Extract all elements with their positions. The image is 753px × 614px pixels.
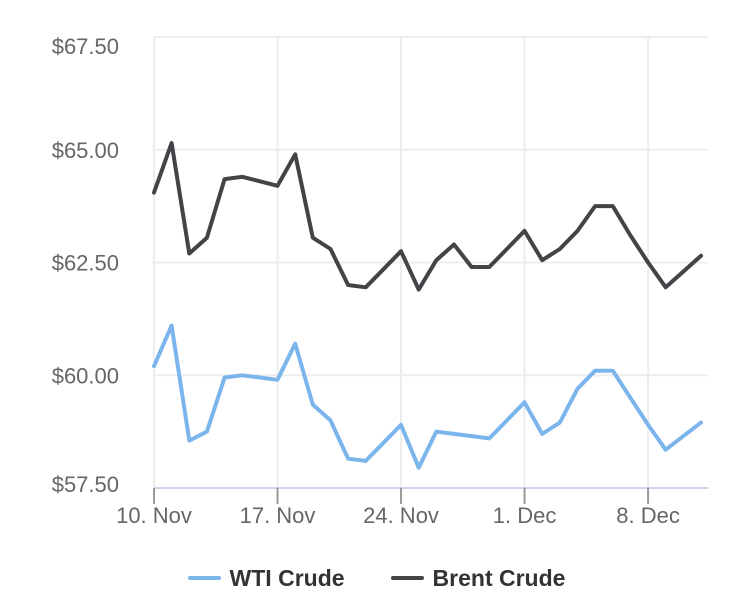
x-axis-label: 10. Nov	[116, 503, 192, 528]
chart-plot-area: $57.50 $60.00 $62.50 $65.00 $67.50 10. Nov 17.…	[52, 34, 708, 528]
wti-crude-series-line[interactable]	[152, 323, 703, 470]
wti-crude-legend-label: WTI Crude	[229, 565, 345, 591]
y-axis-label: $62.50	[52, 251, 119, 276]
y-axis-label: $60.00	[52, 363, 119, 388]
legend-item-wti-crude[interactable]: WTI Crude	[187, 561, 345, 595]
y-axis-label: $65.00	[52, 138, 119, 163]
x-axis-label: 1. Dec	[493, 503, 557, 528]
legend-item-brent-crude[interactable]: Brent Crude	[390, 561, 566, 595]
y-axis-label: $67.50	[52, 34, 119, 59]
x-axis-label: 8. Dec	[616, 503, 680, 528]
y-axis-label: $57.50	[52, 472, 119, 497]
x-axis-label: 24. Nov	[363, 503, 439, 528]
brent-crude-legend-label: Brent Crude	[432, 565, 566, 591]
brent-crude-series-line[interactable]	[152, 141, 703, 292]
wti-crude-swatch-line	[187, 576, 221, 580]
x-axis-label: 17. Nov	[240, 503, 316, 528]
chart-legend: WTI Crude Brent Crude	[0, 561, 753, 595]
brent-crude-swatch-line	[390, 576, 424, 580]
